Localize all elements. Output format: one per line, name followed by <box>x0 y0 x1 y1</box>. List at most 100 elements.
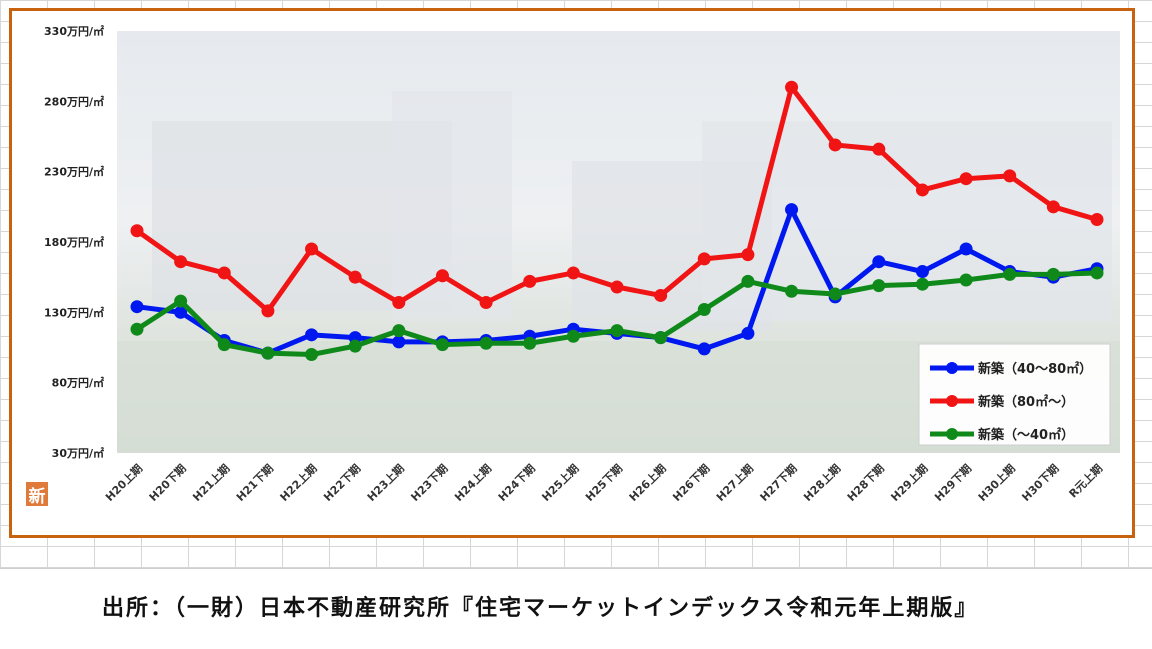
series-1 <box>130 80 1104 318</box>
y-axis: 330万円/㎡ 280万円/㎡ 230万円/㎡ 180万円/㎡ 130万円/㎡ 80万円/… <box>44 24 104 460</box>
x-tick-label: H28下期 <box>844 461 887 504</box>
data-point <box>915 183 929 197</box>
legend-marker <box>946 428 958 440</box>
data-point <box>1003 169 1017 183</box>
data-point <box>741 248 755 262</box>
y-tick-label: 130万円/㎡ <box>44 305 104 319</box>
data-point <box>217 338 231 352</box>
data-point <box>785 80 799 94</box>
legend-label: 新築（40～80㎡） <box>978 361 1092 377</box>
data-point <box>959 242 973 256</box>
data-point <box>479 336 493 350</box>
x-tick-label: H29上期 <box>888 461 931 504</box>
data-point <box>261 346 275 360</box>
data-point <box>305 348 319 362</box>
data-point <box>1003 267 1017 281</box>
data-point <box>174 305 188 319</box>
data-point <box>610 280 624 294</box>
data-point <box>1046 200 1060 214</box>
x-axis: H20上期 H20下期 H21上期 H21下期 H22上期 H22下期 H23上期 H23下期… <box>102 461 1105 504</box>
data-point <box>174 255 188 269</box>
data-point <box>523 336 537 350</box>
legend: 新築（40～80㎡） 新築（80㎡～） 新築（～40㎡） <box>918 343 1111 446</box>
data-point <box>435 269 449 283</box>
data-point <box>828 138 842 152</box>
data-point <box>174 294 188 308</box>
x-tick-label: H23上期 <box>364 461 407 504</box>
data-point <box>610 324 624 338</box>
data-point <box>217 266 231 280</box>
x-tick-label: R元上期 <box>1066 461 1105 500</box>
x-tick-label: H24上期 <box>451 461 494 504</box>
data-point <box>479 295 493 309</box>
y-tick-label: 30万円/㎡ <box>52 446 104 460</box>
line-chart: 330万円/㎡ 280万円/㎡ 230万円/㎡ 180万円/㎡ 130万円/㎡ 80万円/… <box>44 24 1120 504</box>
data-point <box>130 300 144 314</box>
x-tick-label: H30下期 <box>1019 461 1062 504</box>
data-point <box>1090 266 1104 280</box>
data-point <box>959 273 973 287</box>
x-tick-label: H29下期 <box>931 461 974 504</box>
data-point <box>305 328 319 342</box>
x-tick-label: H28上期 <box>801 461 844 504</box>
x-tick-label: H21下期 <box>233 461 276 504</box>
data-point <box>785 203 799 217</box>
y-tick-label: 280万円/㎡ <box>44 94 104 108</box>
x-tick-label: H22下期 <box>321 461 364 504</box>
source-note: 出所：（一財）日本不動産研究所『住宅マーケットインデックス令和元年上期版』 <box>102 596 979 621</box>
data-point <box>785 284 799 298</box>
data-point <box>305 242 319 256</box>
data-point <box>435 338 449 352</box>
data-point <box>130 224 144 238</box>
series-2 <box>130 266 1104 362</box>
data-point <box>523 274 537 288</box>
data-point <box>392 324 406 338</box>
logo-icon: 新 <box>26 482 48 507</box>
data-point <box>872 142 886 156</box>
footer <box>0 568 1152 649</box>
data-point <box>130 322 144 336</box>
series-layer <box>130 80 1104 362</box>
data-point <box>392 335 406 349</box>
data-point <box>348 270 362 284</box>
legend-label: 新築（～40㎡） <box>978 427 1074 443</box>
chart-frame: 330万円/㎡ 280万円/㎡ 230万円/㎡ 180万円/㎡ 130万円/㎡ 80万円/… <box>9 8 1135 538</box>
legend-label: 新築（80㎡～） <box>978 394 1074 410</box>
data-point <box>741 326 755 340</box>
x-tick-label: H30上期 <box>975 461 1018 504</box>
x-tick-label: H27下期 <box>757 461 800 504</box>
data-point <box>654 331 668 345</box>
data-point <box>566 329 580 343</box>
data-point <box>654 288 668 302</box>
data-point <box>828 287 842 301</box>
data-point <box>1046 267 1060 281</box>
x-tick-label: H26上期 <box>626 461 669 504</box>
data-point <box>697 252 711 266</box>
y-tick-label: 180万円/㎡ <box>44 235 104 249</box>
x-tick-label: H26下期 <box>670 461 713 504</box>
data-point <box>872 255 886 269</box>
x-tick-label: H24下期 <box>495 461 538 504</box>
data-point <box>392 295 406 309</box>
y-tick-label: 230万円/㎡ <box>44 165 104 179</box>
data-point <box>261 304 275 318</box>
data-point <box>697 303 711 317</box>
data-point <box>348 339 362 353</box>
data-point <box>872 279 886 293</box>
y-tick-label: 330万円/㎡ <box>44 24 104 38</box>
data-point <box>1090 212 1104 226</box>
data-point <box>741 274 755 288</box>
x-tick-label: H27上期 <box>713 461 756 504</box>
x-tick-label: H25下期 <box>582 461 625 504</box>
x-tick-label: H20下期 <box>146 461 189 504</box>
data-point <box>959 172 973 186</box>
x-tick-label: H20上期 <box>102 461 145 504</box>
data-point <box>566 266 580 280</box>
data-point <box>915 277 929 291</box>
legend-marker <box>946 395 958 407</box>
y-tick-label: 80万円/㎡ <box>52 376 104 390</box>
legend-marker <box>946 362 958 374</box>
data-point <box>915 265 929 279</box>
x-tick-label: H22上期 <box>277 461 320 504</box>
data-point <box>697 342 711 356</box>
